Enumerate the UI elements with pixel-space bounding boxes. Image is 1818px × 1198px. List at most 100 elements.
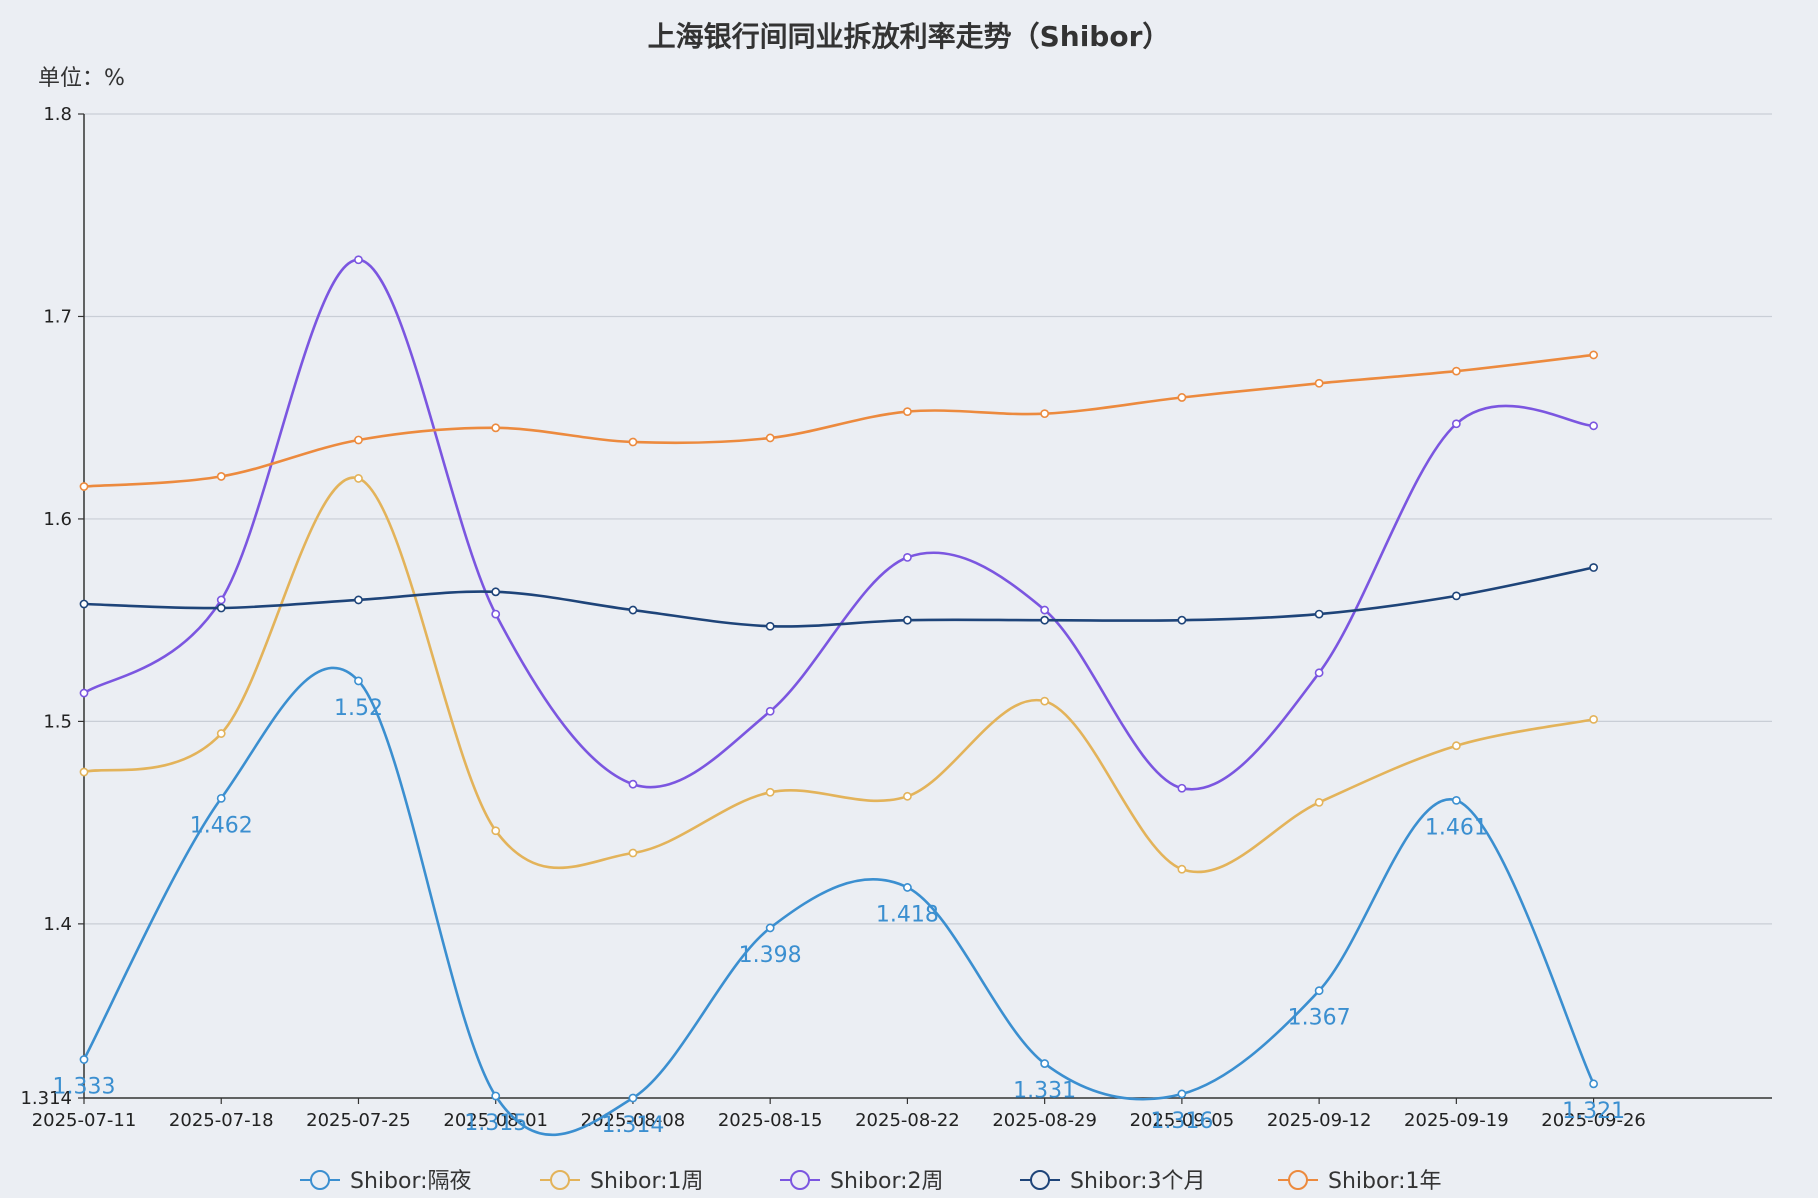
x-tick-label: 2025-07-25 <box>306 1110 411 1131</box>
data-label: 1.367 <box>1288 1006 1351 1031</box>
data-point <box>903 791 912 801</box>
data-point <box>765 706 775 716</box>
data-point <box>1177 783 1187 793</box>
data-point <box>354 595 363 605</box>
data-point <box>1451 741 1461 751</box>
x-tick-label: 2025-08-15 <box>718 1110 823 1131</box>
x-tick-label: 2025-09-19 <box>1404 1110 1509 1131</box>
data-point <box>1451 795 1461 805</box>
data-label: 1.333 <box>53 1075 116 1100</box>
grid-layer <box>84 113 1772 925</box>
y-tick-label: 1.5 <box>43 711 72 732</box>
series-line-1 <box>82 666 1595 1137</box>
data-label: 1.461 <box>1425 815 1488 840</box>
legend-marker <box>1030 1170 1050 1190</box>
data-point <box>903 883 912 892</box>
series-line-5 <box>83 353 1594 488</box>
data-point <box>216 603 226 613</box>
data-point <box>216 472 226 481</box>
data-point <box>1314 378 1324 388</box>
data-point <box>628 437 638 447</box>
data-point <box>1589 421 1598 431</box>
data-point <box>903 407 912 417</box>
legend-label: Shibor:1年 <box>1328 1169 1442 1194</box>
data-label: 1.321 <box>1562 1099 1625 1124</box>
data-label: 1.315 <box>464 1111 527 1136</box>
data-point <box>628 605 638 615</box>
data-point <box>1451 419 1461 429</box>
legend-label: Shibor:1周 <box>590 1169 704 1194</box>
data-point <box>491 423 501 433</box>
data-point <box>1314 986 1324 996</box>
data-point <box>79 599 89 609</box>
legend: Shibor:隔夜 Shibor:1周 Shibor:2周 Shibor:3个月 Shi… <box>300 1169 1442 1194</box>
data-point <box>1040 696 1050 706</box>
legend-item-5: Shibor:1年 <box>1278 1169 1442 1194</box>
x-tick-label: 2025-08-22 <box>855 1110 960 1131</box>
data-label-layer: 1.333 1.462 1.52 1.315 1.314 1.398 1.418 1.331 1… <box>53 696 1626 1138</box>
series-line-3 <box>83 258 1594 791</box>
legend-marker <box>310 1170 330 1190</box>
legend-item-4: Shibor:3个月 <box>1020 1169 1206 1194</box>
data-point <box>765 621 775 631</box>
data-label: 1.462 <box>190 813 253 838</box>
data-point <box>1177 864 1187 874</box>
data-point <box>491 587 501 597</box>
data-point <box>1314 668 1324 678</box>
y-tick-label: 1.7 <box>43 306 72 327</box>
data-point <box>903 615 912 625</box>
data-point <box>354 435 363 445</box>
data-point <box>1589 714 1598 724</box>
y-tick-label: 1.8 <box>43 104 72 125</box>
chart-title: 上海银行间同业拆放利率走势（Shibor） <box>648 20 1171 53</box>
legend-item-3: Shibor:2周 <box>780 1169 944 1194</box>
legend-item-2: Shibor:1周 <box>540 1169 704 1194</box>
legend-item-1: Shibor:隔夜 <box>300 1169 472 1194</box>
legend-marker <box>550 1170 570 1190</box>
x-tick-label: 2025-09-05 <box>1130 1110 1235 1131</box>
data-point <box>628 848 638 858</box>
x-tick-label: 2025-07-11 <box>32 1110 137 1131</box>
data-point <box>354 474 363 483</box>
data-point <box>765 787 775 797</box>
data-point <box>354 255 363 265</box>
legend-marker <box>790 1170 810 1190</box>
data-point <box>628 779 638 789</box>
series-layer <box>79 255 1598 1137</box>
data-point <box>216 793 226 803</box>
data-point <box>1040 615 1050 625</box>
data-label: 1.398 <box>739 943 802 968</box>
data-label: 1.314 <box>601 1113 664 1138</box>
data-point <box>79 1055 89 1064</box>
legend-label: Shibor:3个月 <box>1070 1169 1206 1194</box>
data-point <box>1314 797 1324 807</box>
series-line-2 <box>83 476 1594 874</box>
data-point <box>1589 1079 1598 1089</box>
data-label: 1.331 <box>1013 1079 1076 1104</box>
data-point <box>354 676 363 686</box>
data-point <box>491 1091 501 1101</box>
data-point <box>1589 563 1598 572</box>
data-point <box>1040 409 1050 419</box>
data-point <box>79 767 89 777</box>
data-point <box>216 595 226 605</box>
data-point <box>79 482 89 491</box>
data-point <box>628 1093 638 1103</box>
data-point <box>1177 1089 1187 1099</box>
data-label: 1.418 <box>876 902 939 927</box>
data-label: 1.52 <box>334 696 383 721</box>
data-point <box>1589 350 1598 360</box>
x-tick-label: 2025-07-18 <box>169 1110 274 1131</box>
legend-label: Shibor:隔夜 <box>350 1169 472 1194</box>
data-point <box>1177 615 1187 625</box>
y-tick-label: 1.6 <box>43 509 72 530</box>
y-tick-label: 1.4 <box>43 914 72 935</box>
data-point <box>79 688 89 698</box>
axis-layer: 1.314 1.4 1.5 1.6 1.7 1.8 2025-07-11 2025-07-18… <box>20 104 1772 1131</box>
data-label: 1.316 <box>1150 1109 1213 1134</box>
legend-marker <box>1288 1170 1308 1190</box>
data-point <box>1040 1059 1050 1068</box>
data-point <box>1451 366 1461 376</box>
data-point <box>1177 393 1187 402</box>
